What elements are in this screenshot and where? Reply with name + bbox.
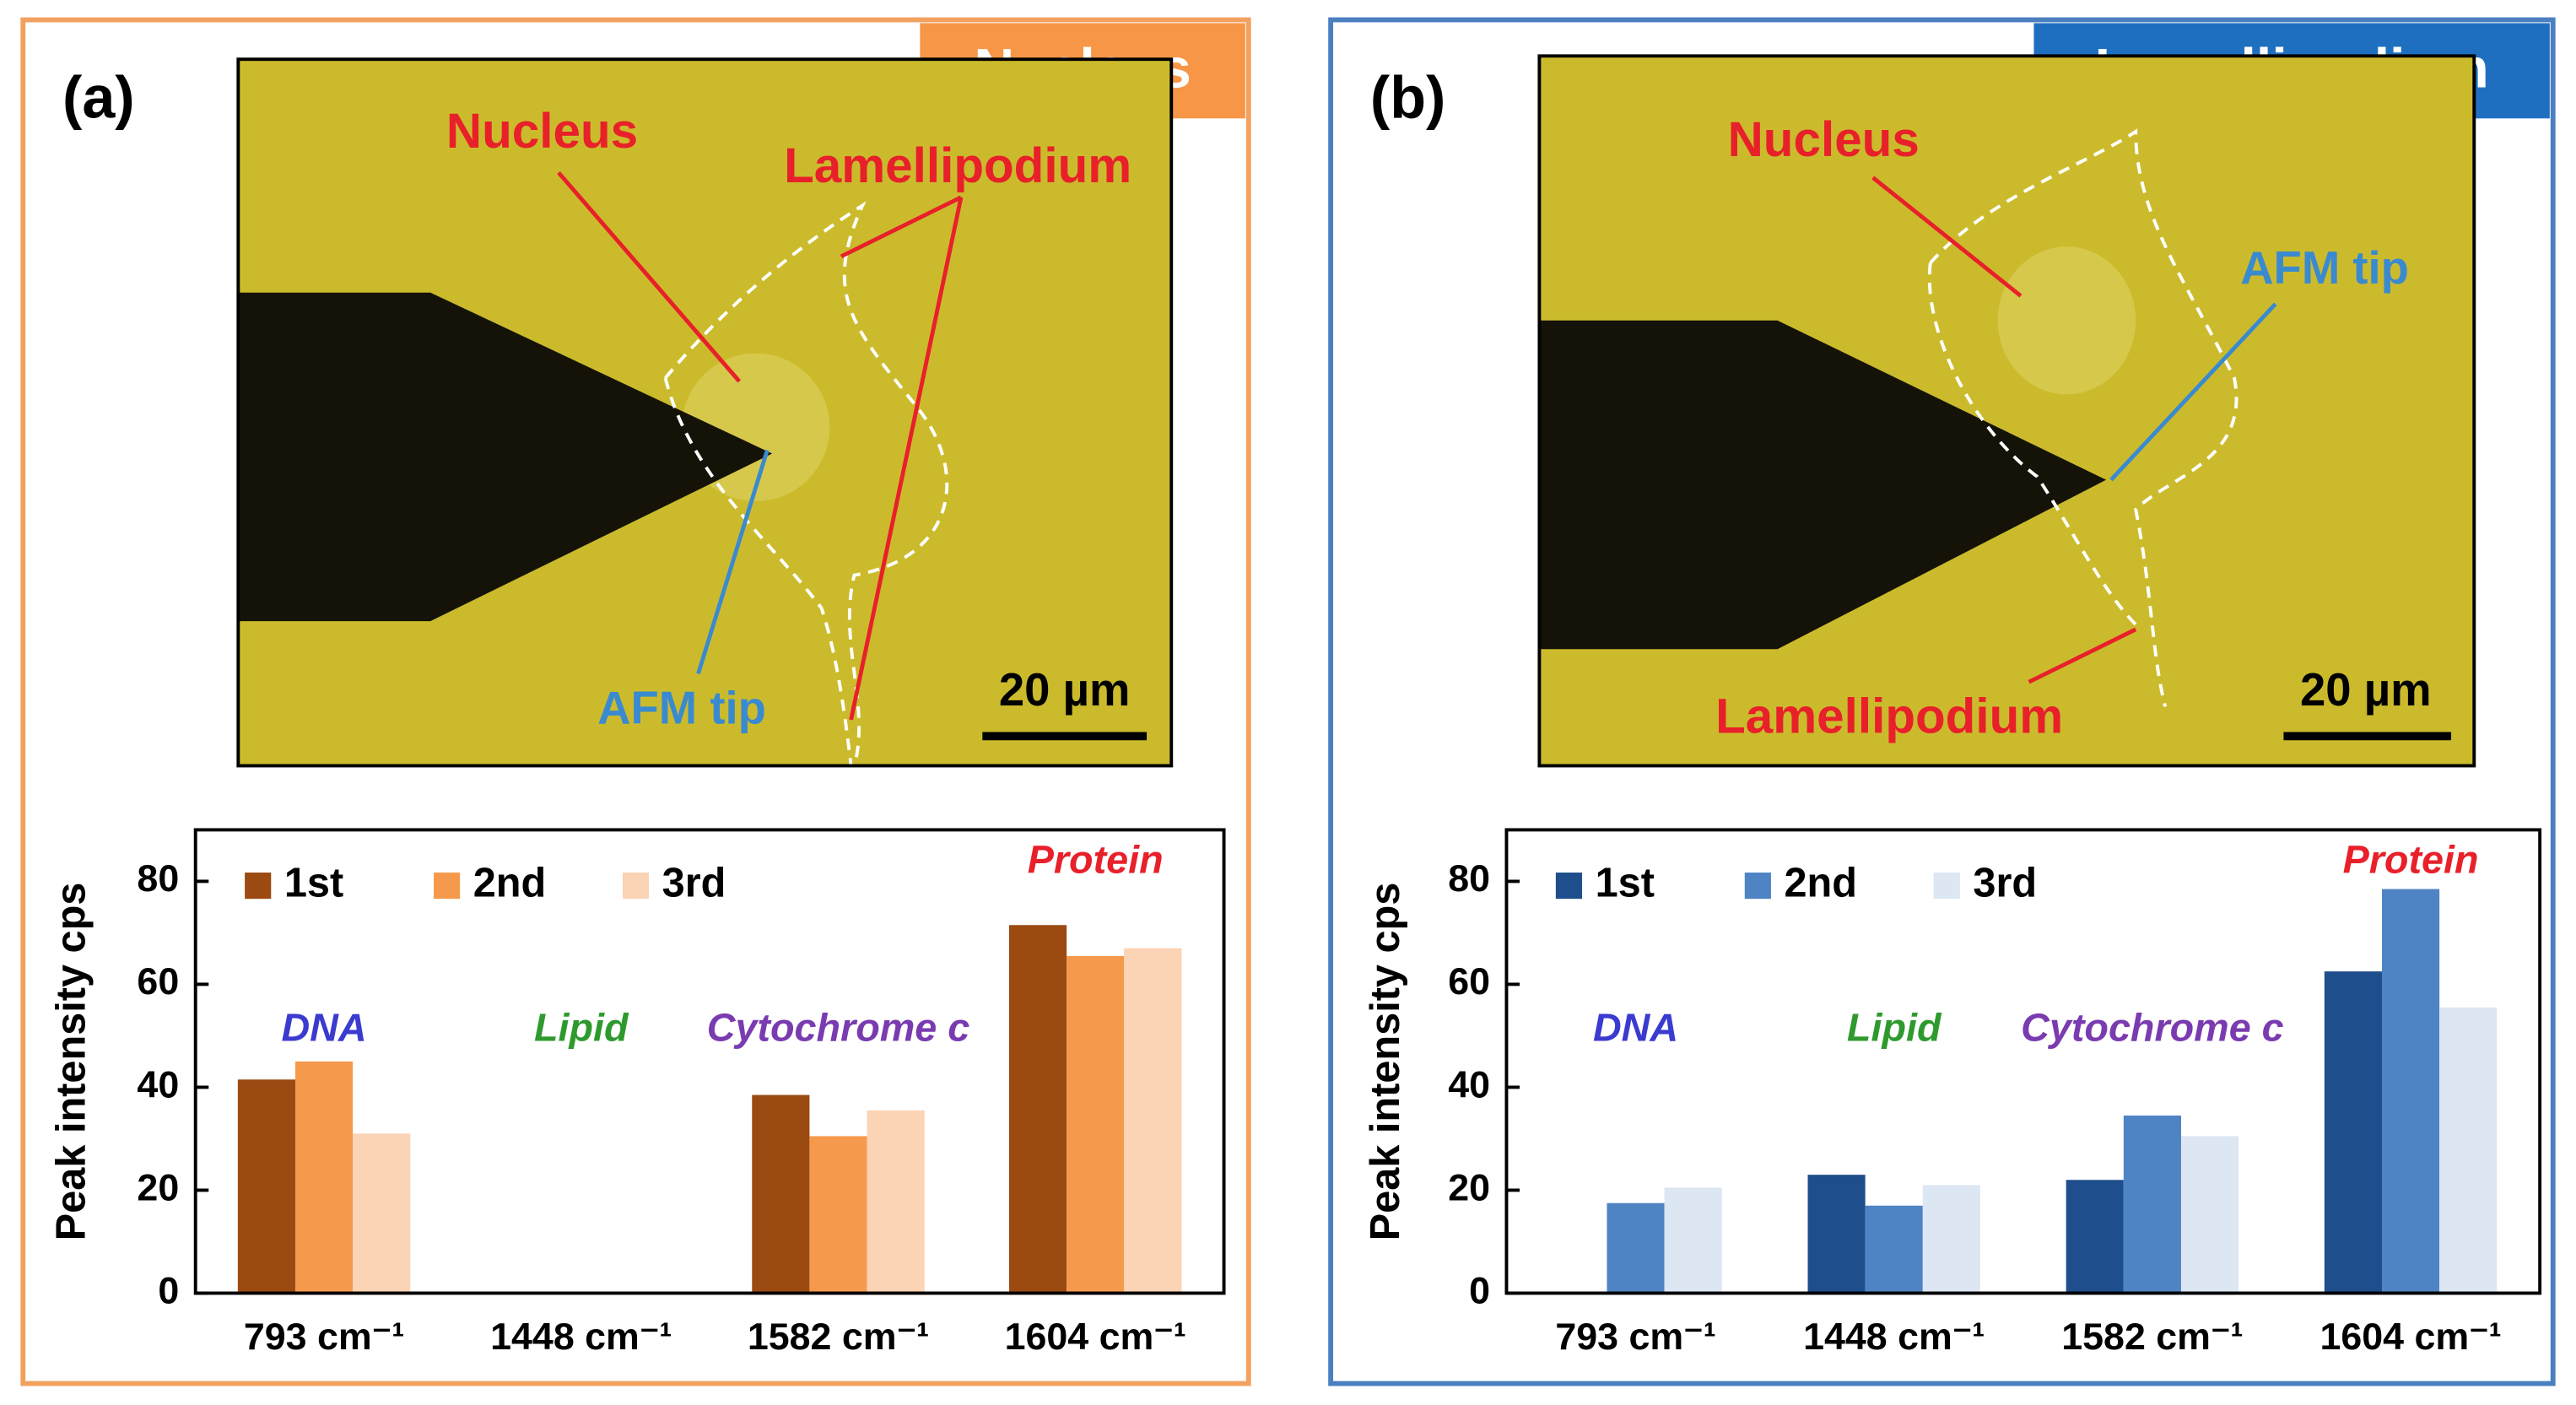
y-tick-label: 80 [1448,857,1490,900]
image-label: Lamellipodium [784,138,1131,193]
image-label: AFM tip [597,683,766,734]
y-axis-label: Peak intensity cps [1363,883,1408,1241]
x-tick-label: 1582 cm⁻¹ [2061,1316,2243,1358]
legend-label: 2nd [473,860,547,905]
y-tick-label: 40 [1448,1063,1490,1105]
legend-label: 3rd [662,860,726,905]
x-tick-label: 793 cm⁻¹ [244,1316,404,1358]
image-label: Nucleus [1728,112,1920,167]
bar [1124,948,1182,1294]
annotation: Lipid [534,1005,629,1049]
scale-label: 20 µm [2300,664,2432,716]
arrow [696,449,770,675]
annotation: Protein [1028,838,1164,882]
bar [294,1061,354,1294]
arrow [2028,627,2137,684]
micrograph [1539,56,2475,766]
afm-tip [1539,320,2107,650]
y-tick-label: 80 [137,857,179,900]
bar [867,1110,925,1294]
bar [2123,1115,2181,1294]
panel-label: (a) [62,64,135,130]
image-label: Nucleus [446,104,638,159]
arrow [2109,302,2277,482]
x-tick-label: 1604 cm⁻¹ [2319,1316,2501,1358]
bar [1922,1185,1980,1294]
cell-nucleus [1997,246,2136,395]
bar [1607,1202,1665,1294]
bar [237,1079,295,1294]
y-tick-label: 0 [1469,1269,1490,1311]
bar [2439,1007,2498,1294]
bar [1865,1205,1923,1294]
legend-swatch [1555,873,1583,900]
bar [2180,1136,2239,1294]
plot-frame [1504,828,2542,1295]
legend-swatch [622,873,650,900]
y-tick-label: 60 [137,960,179,1002]
annotation: DNA [1593,1005,1678,1049]
bar [1067,955,1125,1294]
annotation: Cytochrome c [2021,1005,2284,1049]
cell-outline [663,201,949,766]
arrow [840,195,963,259]
x-tick-label: 1448 cm⁻¹ [490,1316,672,1358]
bar [1807,1175,1866,1294]
y-tick-label: 20 [1448,1166,1490,1208]
bar [809,1136,867,1294]
y-tick-label: 40 [137,1063,179,1105]
plot-frame [193,828,1226,1295]
image-label: Lamellipodium [1715,689,2063,743]
arrows [557,170,2277,721]
annotation: DNA [281,1005,366,1049]
legend-label: 1st [1596,860,1655,905]
arrow [557,170,742,383]
x-tick-label: 1604 cm⁻¹ [1005,1316,1186,1358]
legend-label: 1st [284,860,343,905]
x-tick-label: 1448 cm⁻¹ [1803,1316,1985,1358]
x-tick-label: 793 cm⁻¹ [1555,1316,1715,1358]
arrow [849,197,964,721]
image-border [1537,54,2476,768]
bar [2382,889,2440,1294]
image-label: AFM tip [2240,242,2409,294]
annotation: Protein [2343,838,2479,882]
legend-swatch [1744,873,1771,900]
scale-label: 20 µm [999,664,1131,716]
x-tick-label: 1582 cm⁻¹ [748,1316,929,1358]
bar [752,1094,810,1294]
bar [2066,1180,2124,1294]
legend-swatch [434,873,461,900]
bar [353,1133,411,1294]
bar [2324,971,2383,1294]
annotation: Cytochrome c [707,1005,970,1049]
y-tick-label: 20 [137,1166,179,1208]
panel-frame [1328,17,2556,1386]
panel-frame [20,17,1251,1386]
image-border [236,57,1174,768]
annotation: Lipid [1847,1005,1942,1049]
y-axis-label: Peak intensity cps [48,883,94,1241]
y-tick-label: 0 [158,1269,179,1311]
legend-swatch [245,873,272,900]
bar [1008,925,1067,1294]
legend-swatch [1933,873,1960,900]
bar [1664,1187,1722,1294]
arrow [1871,176,2022,298]
legend-label: 2nd [1785,860,1858,905]
panel-label: (b) [1370,64,1445,130]
cell-outline [1927,128,2238,707]
afm-tip [238,292,773,622]
y-tick-label: 60 [1448,960,1490,1002]
legend-label: 3rd [1973,860,2037,905]
